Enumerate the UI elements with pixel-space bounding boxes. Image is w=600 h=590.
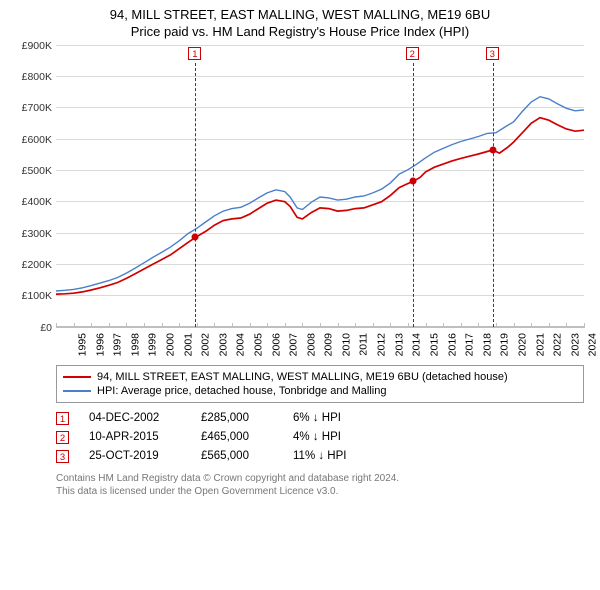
event-row: 3 25-OCT-2019 £565,000 11% ↓ HPI <box>56 447 584 466</box>
chart-title-line1: 94, MILL STREET, EAST MALLING, WEST MALL… <box>8 6 592 24</box>
series-hpi <box>56 96 584 290</box>
legend-row: 94, MILL STREET, EAST MALLING, WEST MALL… <box>63 370 577 384</box>
legend-label: 94, MILL STREET, EAST MALLING, WEST MALL… <box>97 371 508 383</box>
event-marker-badge: 3 <box>486 47 499 60</box>
event-marker-badge: 1 <box>188 47 201 60</box>
event-delta: 11% ↓ HPI <box>293 450 584 462</box>
event-row-badge: 3 <box>56 450 69 463</box>
event-date: 04-DEC-2002 <box>89 412 181 424</box>
event-point-dot <box>489 146 496 153</box>
y-tick-label: £500K <box>8 165 52 177</box>
chart-title-line2: Price paid vs. HM Land Registry's House … <box>8 24 592 39</box>
chart-container: 94, MILL STREET, EAST MALLING, WEST MALL… <box>0 0 600 506</box>
event-point-dot <box>192 234 199 241</box>
event-price: £285,000 <box>201 412 273 424</box>
event-marker-line <box>413 63 414 327</box>
event-price: £565,000 <box>201 450 273 462</box>
y-tick-label: £200K <box>8 259 52 271</box>
event-row: 2 10-APR-2015 £465,000 4% ↓ HPI <box>56 428 584 447</box>
legend-row: HPI: Average price, detached house, Tonb… <box>63 384 577 398</box>
footer-attribution: Contains HM Land Registry data © Crown c… <box>56 472 584 498</box>
legend-label: HPI: Average price, detached house, Tonb… <box>97 385 386 397</box>
event-marker-line <box>493 63 494 327</box>
y-tick-label: £100K <box>8 290 52 302</box>
event-date: 10-APR-2015 <box>89 431 181 443</box>
event-row-badge: 1 <box>56 412 69 425</box>
y-tick-label: £400K <box>8 196 52 208</box>
footer-line1: Contains HM Land Registry data © Crown c… <box>56 472 584 485</box>
legend-swatch <box>63 390 91 392</box>
plot-area: £0£100K£200K£300K£400K£500K£600K£700K£80… <box>56 45 584 355</box>
legend-box: 94, MILL STREET, EAST MALLING, WEST MALL… <box>56 365 584 403</box>
event-delta: 6% ↓ HPI <box>293 412 584 424</box>
y-tick-label: £900K <box>8 40 52 52</box>
events-table: 1 04-DEC-2002 £285,000 6% ↓ HPI 2 10-APR-2015… <box>56 409 584 466</box>
event-price: £465,000 <box>201 431 273 443</box>
plot-inner: £0£100K£200K£300K£400K£500K£600K£700K£80… <box>56 45 584 327</box>
y-tick-label: £600K <box>8 134 52 146</box>
x-tick <box>584 323 585 328</box>
event-point-dot <box>409 177 416 184</box>
event-marker-line <box>195 63 196 327</box>
event-row: 1 04-DEC-2002 £285,000 6% ↓ HPI <box>56 409 584 428</box>
event-delta: 4% ↓ HPI <box>293 431 584 443</box>
event-date: 25-OCT-2019 <box>89 450 181 462</box>
event-row-badge: 2 <box>56 431 69 444</box>
y-tick-label: £700K <box>8 102 52 114</box>
event-marker-badge: 2 <box>406 47 419 60</box>
y-tick-label: £800K <box>8 71 52 83</box>
legend-swatch <box>63 376 91 378</box>
y-tick-label: £300K <box>8 228 52 240</box>
series-svg <box>56 45 584 327</box>
y-tick-label: £0 <box>8 322 52 334</box>
footer-line2: This data is licensed under the Open Gov… <box>56 485 584 498</box>
